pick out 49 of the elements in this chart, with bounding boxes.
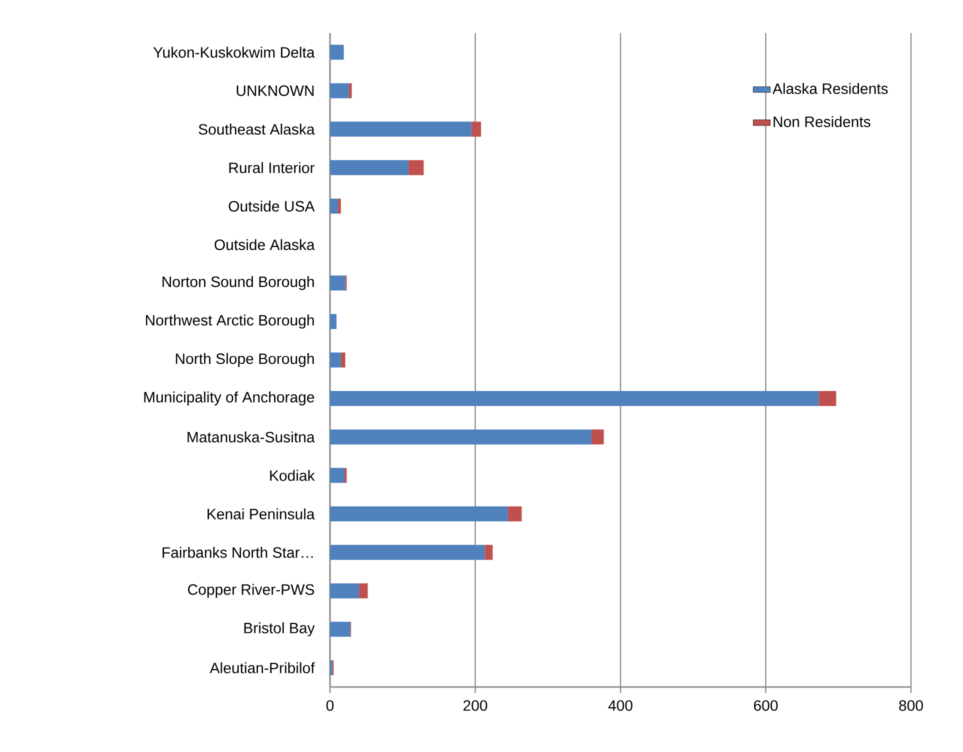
y-tick-label: Matanuska-Susitna: [188, 431, 315, 442]
bar: [330, 44, 344, 60]
y-tick-label: Yukon-Kuskokwim Delta: [153, 46, 315, 58]
bar: [348, 83, 352, 98]
bar: [591, 429, 604, 444]
y-tick-label: Bristol Bay: [244, 622, 315, 636]
y-tick-label: Kenai Peninsula: [208, 508, 315, 520]
bar: [330, 276, 346, 291]
bar: [818, 390, 836, 406]
x-tick-label: 800: [899, 700, 923, 711]
y-tick-label: Outside Alaska: [214, 239, 315, 250]
bar: [330, 198, 338, 214]
bar: [330, 122, 472, 137]
y-tick-label: Norton Sound Borough: [162, 276, 314, 290]
bar: [484, 544, 493, 560]
bar: [472, 122, 482, 137]
bar: [330, 352, 341, 368]
bar: [340, 352, 346, 368]
y-tick-label: Fairbanks North Star…: [162, 546, 313, 558]
bar: [330, 583, 360, 598]
bar: [330, 622, 350, 637]
x-tick-label: 200: [463, 700, 488, 711]
bar: [408, 160, 424, 176]
bar: [330, 83, 349, 98]
y-tick-label: North Slope Borough: [176, 353, 314, 367]
x-tick-label: 400: [608, 700, 632, 711]
bar: [359, 583, 368, 598]
bar: [330, 544, 485, 560]
bar: [330, 314, 337, 330]
y-tick-label: Copper River-PWS: [188, 584, 314, 598]
bar: [330, 390, 819, 406]
y-tick-label: Municipality of Anchorage: [144, 391, 314, 406]
x-tick-label: 600: [754, 700, 778, 711]
y-tick-label: Northwest Arctic Borough: [146, 314, 314, 329]
bar: [330, 429, 592, 444]
y-tick-label: Rural Interior: [229, 162, 315, 174]
y-tick-label: Outside USA: [228, 200, 315, 212]
x-tick-label: 0: [326, 700, 334, 711]
bar: [508, 506, 522, 522]
bar: [330, 468, 345, 483]
legend-label: Alaska Residents: [772, 82, 888, 94]
y-tick-label: Southeast Alaska: [198, 124, 315, 135]
y-tick-label: UNKNOWN: [236, 85, 314, 96]
y-tick-label: Aleutian-Pribilof: [210, 662, 315, 674]
bar: [338, 198, 341, 214]
legend-label: Non Residents: [774, 116, 870, 128]
bar: [330, 160, 408, 176]
y-tick-label: Kodiak: [270, 470, 315, 481]
bar: [330, 506, 508, 522]
